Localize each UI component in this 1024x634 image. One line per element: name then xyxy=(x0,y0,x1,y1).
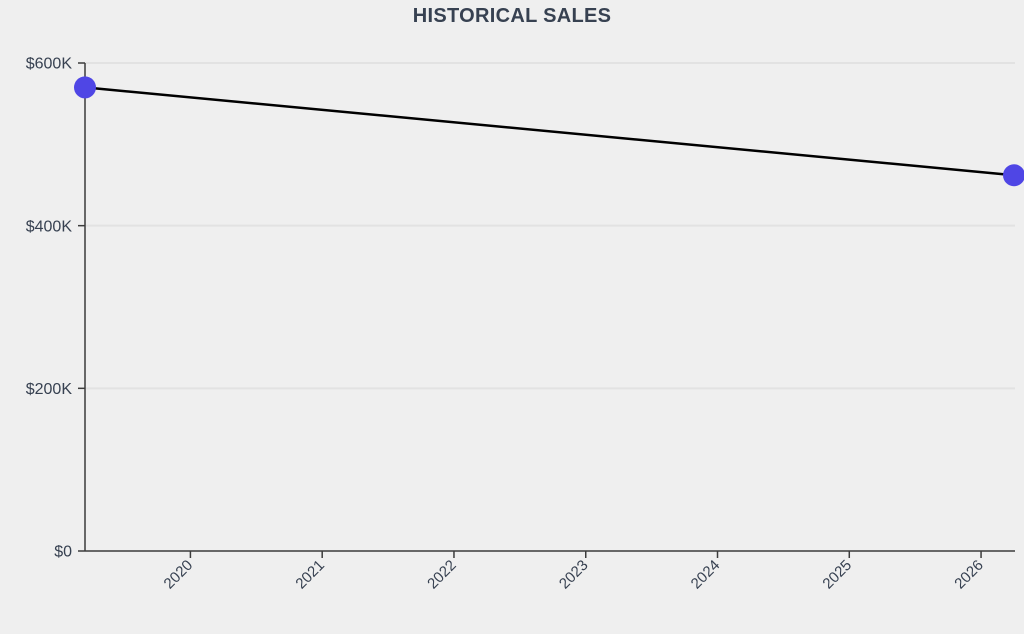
x-tick-label: 2026 xyxy=(951,557,987,593)
x-tick-label: 2021 xyxy=(292,557,328,593)
y-tick-label: $200K xyxy=(26,381,73,398)
chart-title: HISTORICAL SALES xyxy=(412,5,612,27)
x-tick-label: 2020 xyxy=(161,557,197,593)
data-point-marker[interactable] xyxy=(1003,164,1024,187)
x-tick-label: 2023 xyxy=(556,557,592,593)
y-tick-label: $0 xyxy=(54,544,72,561)
y-tick-label: $400K xyxy=(26,218,73,235)
x-tick-label: 2022 xyxy=(424,557,460,593)
series-line xyxy=(83,86,1016,177)
x-tick-label: 2025 xyxy=(819,557,855,593)
y-tick-label: $600K xyxy=(26,56,73,73)
data-point-marker[interactable] xyxy=(74,76,96,99)
x-tick-label: 2024 xyxy=(688,557,724,593)
